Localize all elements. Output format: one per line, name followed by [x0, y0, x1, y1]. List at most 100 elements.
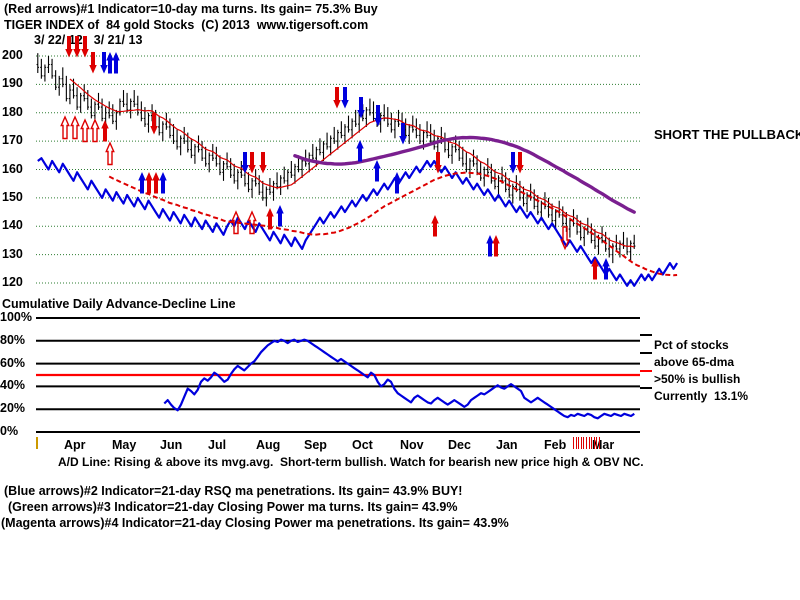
sell-arrow-down-icon: [374, 105, 382, 127]
price-bar: [208, 152, 211, 173]
sell-arrow-down-icon: [357, 97, 365, 119]
buy-arrow-up-icon: [145, 172, 153, 194]
price-bar: [333, 126, 336, 144]
price-bar: [279, 175, 282, 196]
price-bar: [190, 138, 193, 159]
price-bar: [158, 115, 161, 136]
price-bar: [204, 146, 207, 167]
price-bar: [125, 92, 129, 113]
price-bar: [508, 178, 511, 198]
indicator-1-headline: (Red arrows)#1 Indicator=10-day ma turns…: [4, 2, 378, 16]
price-bar: [433, 129, 436, 150]
price-bar: [465, 152, 468, 173]
price-bar: [547, 197, 550, 218]
price-bar: [222, 160, 225, 181]
price-bar: [183, 126, 186, 144]
price-bar: [225, 152, 229, 170]
sell-arrow-down-icon: [81, 36, 89, 58]
x-axis-month-label: Jan: [496, 438, 518, 452]
price-bar: [108, 101, 111, 119]
price-bar: [250, 178, 254, 198]
price-bar: [418, 124, 422, 144]
date-range: 3/ 22/ 12- 3/ 21/ 13: [34, 33, 143, 47]
price-bar: [236, 169, 239, 190]
price-bar: [140, 101, 143, 122]
buy-arrow-up-icon: [231, 210, 241, 235]
buy-arrow-up-icon: [90, 118, 100, 143]
sell-arrow-down-icon: [341, 87, 349, 109]
legend-line-swatch: [640, 370, 652, 372]
advance-decline-line: [163, 338, 635, 420]
price-bar: [43, 64, 47, 82]
price-bar: [468, 158, 472, 179]
sell-arrow-down-icon: [399, 123, 407, 145]
x-axis-origin-tick: [36, 437, 38, 449]
price-y-tick-label: 180: [2, 104, 23, 119]
price-chart-panel: [36, 36, 679, 287]
buy-arrow-up-icon: [486, 235, 494, 257]
x-axis-month-label: Nov: [400, 438, 424, 452]
long-ma-line: [293, 135, 636, 214]
price-bar: [61, 67, 64, 88]
price-bar: [518, 180, 522, 201]
price-bar: [408, 124, 411, 144]
price-bar: [58, 75, 61, 96]
price-bar: [179, 135, 182, 156]
buy-arrow-up-icon: [393, 172, 401, 194]
sell-arrow-down-icon: [248, 152, 256, 174]
price-bar: [293, 163, 297, 184]
price-bar: [197, 135, 200, 153]
price-bar: [343, 124, 347, 144]
legend-line-swatch: [640, 387, 652, 389]
price-bar: [554, 209, 557, 230]
price-bar: [354, 109, 357, 127]
price-y-tick-label: 160: [2, 161, 23, 176]
price-y-tick-label: 130: [2, 246, 23, 261]
price-bar: [536, 195, 539, 215]
price-bar: [611, 243, 614, 264]
buy-arrow-up-icon: [112, 52, 120, 74]
closing-power-line: [37, 157, 679, 287]
buy-arrow-up-icon: [492, 235, 500, 257]
ma10-line: [69, 78, 635, 248]
price-bar: [54, 70, 57, 91]
price-bar: [318, 138, 322, 156]
legend-line-swatch: [640, 352, 652, 354]
advance-decline-y-tick-label: 40%: [0, 378, 26, 393]
advance-decline-title: Cumulative Daily Advance-Decline Line: [2, 297, 236, 311]
sell-arrow-down-icon: [150, 113, 158, 135]
price-bar: [175, 129, 179, 150]
price-bar: [325, 132, 329, 150]
price-bar: [629, 240, 632, 261]
currently-value-label: Currently 13.1%: [654, 389, 749, 403]
price-bar: [147, 112, 150, 133]
x-axis-month-label: Dec: [448, 438, 471, 452]
price-bar: [268, 178, 272, 196]
price-bar: [608, 237, 611, 258]
price-bar: [379, 112, 382, 133]
price-bar: [50, 58, 54, 79]
x-axis-month-label: Jul: [208, 438, 227, 452]
signal-arrows: [60, 36, 610, 280]
price-bar: [290, 160, 293, 179]
price-bar: [143, 107, 147, 127]
price-bar: [258, 175, 261, 196]
price-bar: [100, 98, 104, 122]
price-bar: [36, 53, 39, 74]
price-bar: [600, 226, 604, 244]
price-bar: [490, 163, 493, 184]
price-bar: [347, 115, 350, 133]
advance-decline-note: A/D Line: Rising & above its mvg.avg. Sh…: [58, 455, 644, 469]
price-bar: [511, 183, 514, 204]
price-bar: [336, 129, 339, 150]
indicator-2-legend: (Blue arrows)#2 Indicator=21-day RSQ ma …: [4, 484, 463, 498]
buy-arrow-up-icon: [602, 258, 610, 280]
price-bar: [308, 152, 311, 173]
advance-decline-gridlines: [36, 317, 640, 433]
price-bar: [172, 124, 175, 144]
price-bar: [136, 95, 139, 116]
price-bar: [458, 141, 461, 161]
buy-arrow-up-icon: [247, 210, 257, 235]
indicator-3-legend: (Green arrows)#3 Indicator=21-day Closin…: [8, 500, 458, 514]
price-bar: [311, 143, 314, 161]
